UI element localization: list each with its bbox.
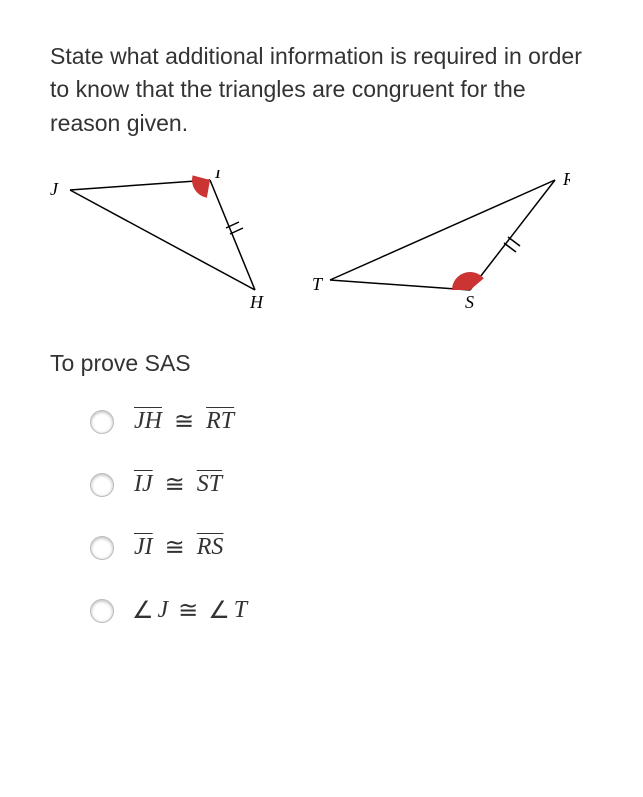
- svg-text:S: S: [465, 292, 474, 310]
- svg-text:J: J: [50, 179, 59, 199]
- radio-button[interactable]: [90, 410, 114, 434]
- radio-button[interactable]: [90, 599, 114, 623]
- svg-text:H: H: [249, 292, 264, 310]
- svg-text:R: R: [562, 170, 570, 189]
- options-list: JH≅RT IJ≅ST JI≅RS ∠J≅∠T: [50, 407, 593, 625]
- question-text: State what additional information is req…: [50, 40, 593, 140]
- svg-text:T: T: [312, 274, 324, 294]
- triangle-diagram: J I H T S R: [50, 170, 570, 310]
- option-math: JH≅RT: [132, 407, 236, 436]
- answer-option[interactable]: JI≅RS: [90, 533, 593, 562]
- option-math: JI≅RS: [132, 533, 225, 562]
- answer-option[interactable]: IJ≅ST: [90, 470, 593, 499]
- radio-button[interactable]: [90, 536, 114, 560]
- option-math: ∠J≅∠T: [132, 596, 247, 625]
- answer-option[interactable]: JH≅RT: [90, 407, 593, 436]
- radio-button[interactable]: [90, 473, 114, 497]
- option-math: IJ≅ST: [132, 470, 224, 499]
- answer-option[interactable]: ∠J≅∠T: [90, 596, 593, 625]
- prove-label: To prove SAS: [50, 350, 593, 377]
- svg-text:I: I: [214, 170, 222, 182]
